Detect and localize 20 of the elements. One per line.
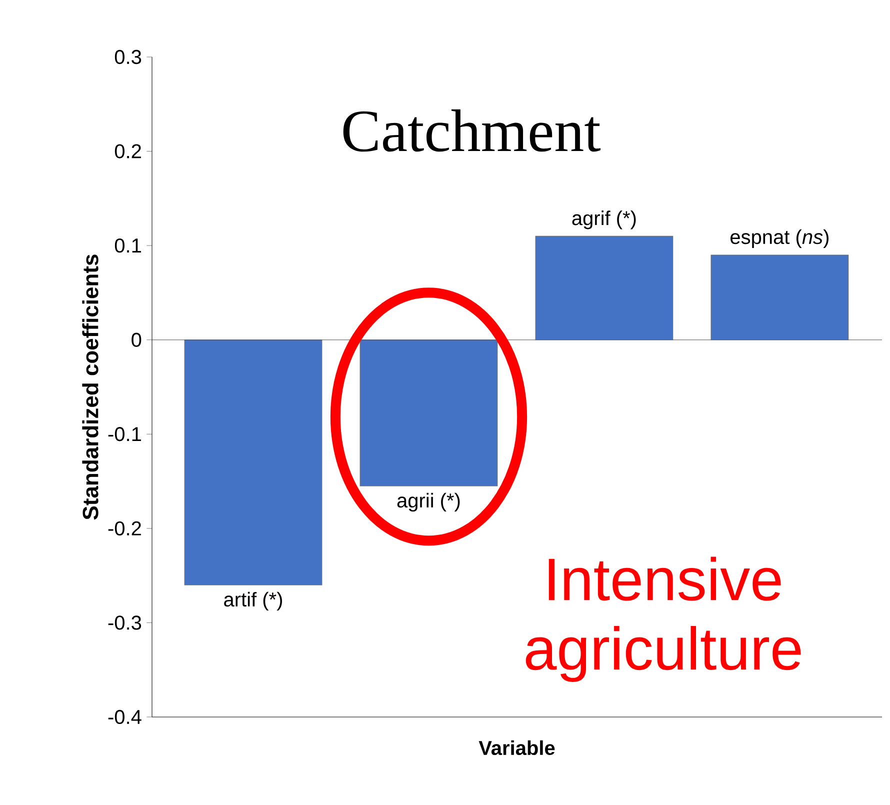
x-axis-title: Variable [478, 740, 555, 756]
annotation: Intensive agriculture [526, 556, 801, 682]
x-tick-label: espnat (ns) [730, 229, 828, 248]
text: Catchment [343, 109, 600, 152]
y-tick-label: 0.3 [114, 50, 142, 64]
y-axis-title: Standardized coefficients [82, 254, 98, 520]
x-tick-label: artif (*) [224, 592, 282, 611]
bar [535, 236, 674, 340]
y-tick-label: -0.4 [108, 710, 142, 724]
bar [184, 340, 322, 586]
y-tick-label: 0.2 [114, 144, 141, 158]
x-tick-label: agrii (*) [397, 492, 460, 512]
x-tick-label: agrif (*) [572, 210, 636, 230]
y-tick-label: -0.3 [108, 616, 142, 630]
bar [710, 254, 849, 340]
bar [360, 340, 498, 486]
y-tick-label: 0.1 [114, 238, 141, 253]
y-tick-label: 0 [132, 332, 142, 347]
y-tick-label: -0.2 [108, 521, 141, 536]
y-tick-label: -0.1 [108, 427, 141, 442]
